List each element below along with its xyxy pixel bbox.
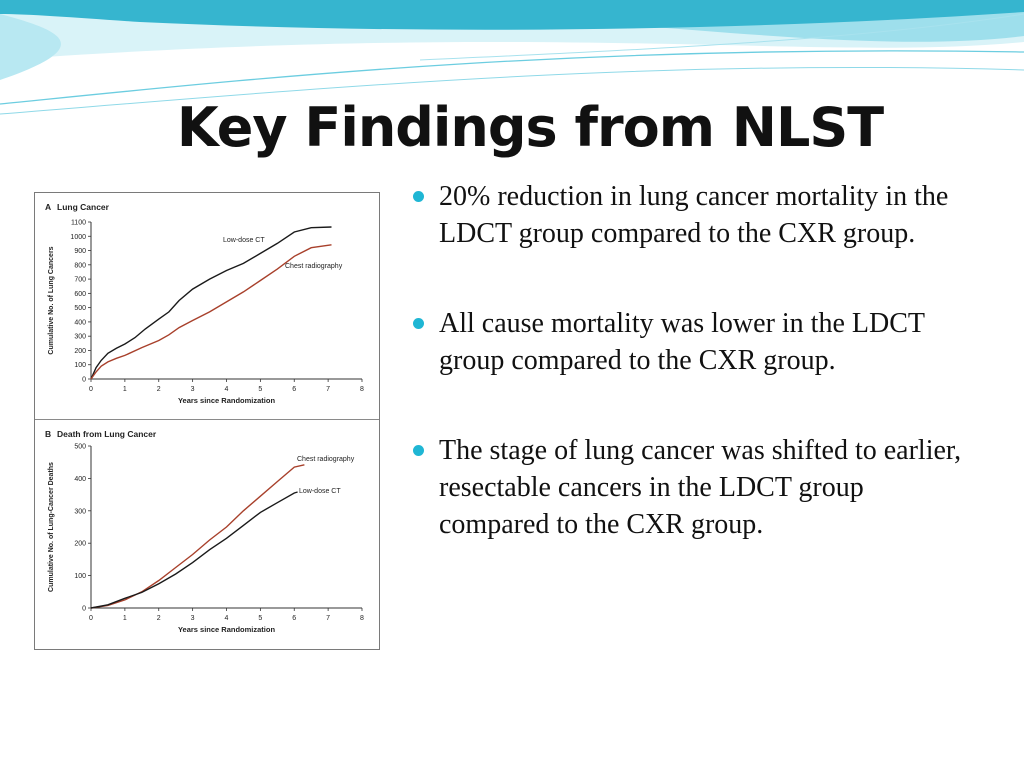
- slide-title: Key Findings from NLST: [176, 96, 884, 159]
- y-tick-label: 0: [82, 377, 86, 384]
- x-axis-label: Years since Randomization: [178, 396, 276, 405]
- x-tick-label: 3: [191, 386, 195, 393]
- x-tick-label: 8: [360, 386, 364, 393]
- y-tick-label: 1000: [70, 234, 86, 241]
- y-tick-label: 400: [74, 476, 86, 483]
- chart-title: Death from Lung Cancer: [57, 429, 157, 439]
- x-tick-label: 4: [225, 386, 229, 393]
- series-label: Chest radiography: [297, 456, 355, 463]
- x-tick-label: 0: [89, 615, 93, 622]
- x-tick-label: 5: [258, 386, 262, 393]
- wave-curve-left: [0, 14, 61, 80]
- x-tick-label: 1: [123, 386, 127, 393]
- finding-text: 20% reduction in lung cancer mortality i…: [439, 181, 949, 249]
- series-line-chest-radiography: [90, 464, 305, 609]
- y-tick-label: 300: [74, 508, 86, 515]
- y-tick-label: 0: [82, 606, 86, 613]
- x-tick-label: 8: [360, 615, 364, 622]
- series-line-low-dose-ct: [90, 226, 332, 380]
- wave-line-1: [0, 50, 1024, 105]
- wave-line-3: [419, 13, 1024, 61]
- series-label: Chest radiography: [285, 263, 343, 270]
- x-tick-label: 7: [326, 386, 330, 393]
- y-tick-label: 100: [74, 362, 86, 369]
- x-tick-label: 6: [292, 615, 296, 622]
- x-axis-label: Years since Randomization: [178, 625, 276, 634]
- finding-item-3: The stage of lung cancer was shifted to …: [412, 432, 972, 543]
- chart-panel-b: B Death from Lung Cancer 0 100 200 300 400 500 0…: [35, 419, 379, 634]
- x-tick-label: 4: [225, 615, 229, 622]
- y-tick-label: 600: [74, 291, 86, 298]
- wave-band-dark: [0, 0, 1024, 30]
- findings-list: 20% reduction in lung cancer mortality i…: [412, 178, 972, 596]
- y-tick-label: 100: [74, 573, 86, 580]
- y-tick-label: 800: [74, 262, 86, 269]
- bullet-dot-icon: [413, 445, 424, 456]
- finding-item-2: All cause mortality was lower in the LDC…: [412, 305, 972, 379]
- series-line-low-dose-ct: [90, 491, 298, 609]
- y-tick-label: 200: [74, 348, 86, 355]
- y-tick-label: 500: [74, 444, 86, 451]
- series-label: Low-dose CT: [299, 488, 341, 495]
- finding-text: All cause mortality was lower in the LDC…: [439, 308, 925, 376]
- x-tick-label: 3: [191, 615, 195, 622]
- y-tick-label: 700: [74, 277, 86, 284]
- chart-title: Lung Cancer: [57, 202, 110, 212]
- x-tick-label: 2: [157, 386, 161, 393]
- panel-letter: B: [45, 429, 51, 439]
- y-tick-label: 300: [74, 334, 86, 341]
- y-tick-label: 200: [74, 541, 86, 548]
- bullet-dot-icon: [413, 318, 424, 329]
- series-line-chest-radiography: [90, 244, 332, 380]
- y-tick-label: 1100: [71, 220, 86, 227]
- x-tick-label: 0: [89, 386, 93, 393]
- x-tick-label: 6: [292, 386, 296, 393]
- finding-text: The stage of lung cancer was shifted to …: [439, 435, 962, 540]
- panel-letter: A: [45, 202, 51, 212]
- nlst-figure: A Lung Cancer 0 100 200 300 400 500 600 700 800 900…: [34, 192, 380, 650]
- y-tick-label: 900: [74, 248, 86, 255]
- header-wave-banner: [0, 0, 1024, 115]
- y-tick-label: 400: [74, 319, 86, 326]
- chart-panel-a: A Lung Cancer 0 100 200 300 400 500 600 700 800 900…: [45, 202, 364, 405]
- x-tick-label: 7: [326, 615, 330, 622]
- y-tick-label: 500: [74, 305, 86, 312]
- series-label: Low-dose CT: [223, 237, 265, 244]
- bullet-dot-icon: [413, 191, 424, 202]
- wave-line-2: [0, 66, 1024, 115]
- y-axis-label: Cumulative No. of Lung-Cancer Deaths: [48, 462, 55, 592]
- x-tick-label: 1: [123, 615, 127, 622]
- x-tick-label: 5: [258, 615, 262, 622]
- finding-item-1: 20% reduction in lung cancer mortality i…: [412, 178, 972, 252]
- x-tick-label: 2: [157, 615, 161, 622]
- y-axis-label: Cumulative No. of Lung Cancers: [48, 246, 55, 354]
